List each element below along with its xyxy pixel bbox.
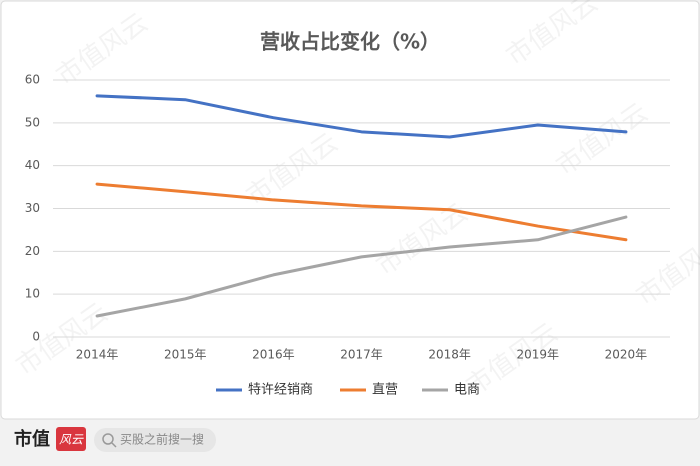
legend-label: 直营 bbox=[372, 383, 398, 398]
search-icon bbox=[111, 442, 117, 448]
x-tick-label: 2019年 bbox=[517, 348, 560, 362]
brand-mark-box bbox=[56, 427, 86, 451]
y-tick-label: 30 bbox=[25, 201, 40, 215]
brand: 市值 bbox=[14, 428, 50, 450]
x-tick-label: 2015年 bbox=[164, 348, 207, 362]
x-tick-label: 2020年 bbox=[605, 348, 648, 362]
x-tick-label: 2017年 bbox=[340, 348, 383, 362]
legend-label: 电商 bbox=[454, 383, 480, 398]
chart-frame bbox=[0, 0, 700, 420]
search-placeholder: 买股之前搜一搜 bbox=[120, 432, 204, 447]
y-tick-label: 0 bbox=[32, 330, 40, 344]
search-box[interactable] bbox=[94, 428, 216, 452]
x-tick-label: 2014年 bbox=[76, 348, 119, 362]
series-line bbox=[95, 182, 628, 242]
series-line bbox=[95, 94, 628, 139]
y-tick-label: 10 bbox=[25, 287, 40, 301]
x-tick-label: 2018年 bbox=[428, 348, 471, 362]
search-icon bbox=[102, 433, 114, 445]
legend-label: 特许经销商 bbox=[248, 383, 313, 398]
x-tick-label: 2016年 bbox=[252, 348, 295, 362]
y-tick-label: 20 bbox=[25, 244, 40, 258]
y-tick-label: 40 bbox=[25, 158, 40, 172]
brand-mark: 风云 bbox=[59, 433, 84, 447]
series-line bbox=[95, 215, 628, 318]
y-tick-label: 60 bbox=[25, 73, 40, 87]
chart-title: 营收占比变化（%） bbox=[260, 30, 440, 54]
y-tick-label: 50 bbox=[25, 115, 40, 129]
